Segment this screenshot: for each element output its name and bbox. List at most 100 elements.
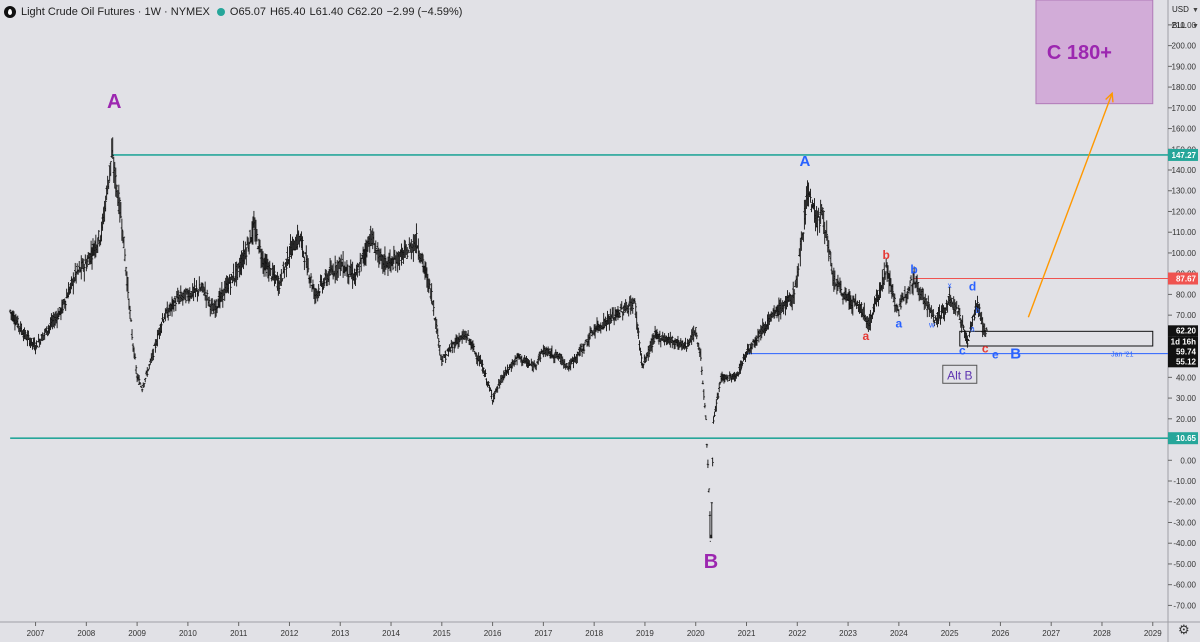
wave-label: a xyxy=(970,325,975,334)
time-tick-label: 2011 xyxy=(230,629,248,638)
level-price-tag xyxy=(1168,432,1198,445)
time-tick-label: 2010 xyxy=(179,629,197,638)
ohlc-low: L61.40 xyxy=(309,6,344,18)
wave-label: B xyxy=(704,551,718,573)
wave-label: c xyxy=(959,344,966,358)
target-zone-box xyxy=(1035,0,1154,105)
current-price-tag-label: 1d 16h xyxy=(1171,337,1196,346)
chevron-down-icon: ▼ xyxy=(1192,7,1199,14)
price-tick-label: -30.00 xyxy=(1173,518,1196,527)
time-tick-label: 2012 xyxy=(281,629,299,638)
time-tick-label: 2008 xyxy=(77,629,95,638)
price-tick-label: 210.00 xyxy=(1172,21,1197,30)
price-tick-label: -40.00 xyxy=(1173,539,1196,548)
time-tick-label: 2021 xyxy=(738,629,756,638)
level-price-tag-label: 147.27 xyxy=(1172,151,1197,160)
price-tick-label: 200.00 xyxy=(1172,42,1197,51)
ohlc-high: H65.40 xyxy=(269,6,306,18)
price-tick-label: 30.00 xyxy=(1176,394,1197,403)
price-tick-label: 180.00 xyxy=(1172,83,1197,92)
current-price-tag-label: 62.20 xyxy=(1176,326,1197,335)
time-tick-label: 2009 xyxy=(128,629,146,638)
level-price-tag-label: 10.65 xyxy=(1176,434,1197,443)
price-tick-label: 70.00 xyxy=(1176,311,1197,320)
current-price-tag xyxy=(1168,336,1198,348)
ohlc-change: −2.99 (−4.59%) xyxy=(386,6,463,18)
symbol-title[interactable]: Light Crude Oil Futures · 1W · NYMEX xyxy=(21,6,210,18)
level-price-tag xyxy=(1168,272,1198,285)
price-tick-label: 140.00 xyxy=(1172,166,1197,175)
ohlc-close: C62.20 xyxy=(347,6,383,18)
projection-arrow-line xyxy=(1027,93,1113,318)
wave-label: b xyxy=(882,248,889,262)
price-tick-label: 100.00 xyxy=(1172,249,1197,258)
market-status-dot-icon xyxy=(216,8,225,16)
time-tick-label: 2027 xyxy=(1042,629,1060,638)
wave-label: a xyxy=(896,317,903,331)
oil-drop-icon[interactable] xyxy=(4,6,16,18)
wave-label: A xyxy=(107,91,121,113)
price-tick-label: 170.00 xyxy=(1172,104,1197,113)
target-zone-label: C 180+ xyxy=(1047,42,1112,64)
price-tick-label: 40.00 xyxy=(1176,373,1197,382)
wave-label: A xyxy=(799,153,810,170)
level-price-tag xyxy=(1168,148,1198,161)
price-tick-label: -60.00 xyxy=(1173,581,1196,590)
time-tick-label: 2028 xyxy=(1093,629,1111,638)
price-tick-label: -50.00 xyxy=(1173,560,1196,569)
time-tick-label: 2015 xyxy=(433,629,451,638)
time-tick-label: 2016 xyxy=(484,629,502,638)
current-price-tag-label: 55.12 xyxy=(1176,357,1197,366)
wave-label: w xyxy=(928,321,935,330)
time-tick-label: 2014 xyxy=(382,629,400,638)
alt-b-label: Alt B xyxy=(947,368,972,382)
time-tick-label: 2020 xyxy=(687,629,705,638)
wave-label: B xyxy=(1010,346,1021,363)
price-tick-label: -10.00 xyxy=(1173,477,1196,486)
wave-label: c xyxy=(982,341,989,355)
current-price-tag-label: 59.74 xyxy=(1176,347,1197,356)
price-tick-label: 0.00 xyxy=(1180,456,1196,465)
time-tick-label: 2019 xyxy=(636,629,654,638)
time-tick-label: 2026 xyxy=(992,629,1010,638)
current-range-box xyxy=(959,330,1154,347)
wave-label: e xyxy=(992,348,999,362)
time-tick-label: 2013 xyxy=(331,629,349,638)
price-tick-label: 190.00 xyxy=(1172,62,1197,71)
time-tick-label: 2007 xyxy=(27,629,45,638)
wave-label: x xyxy=(948,281,952,290)
current-price-tag xyxy=(1168,356,1198,368)
candles-group xyxy=(8,137,988,542)
measure-unit-select[interactable]: BLL xyxy=(1172,21,1187,30)
currency-unit-select[interactable]: USD xyxy=(1172,5,1189,14)
time-tick-label: 2022 xyxy=(788,629,806,638)
time-tick-label: 2018 xyxy=(585,629,603,638)
price-tick-label: -70.00 xyxy=(1173,601,1196,610)
time-tick-label: 2029 xyxy=(1144,629,1162,638)
level-price-tag-label: 87.67 xyxy=(1176,275,1197,284)
wave-label: d xyxy=(969,279,976,293)
current-price-tag xyxy=(1168,346,1198,358)
price-tick-label: 120.00 xyxy=(1172,207,1197,216)
level-note-label: Jan '21 xyxy=(1111,352,1133,359)
price-tick-label: -20.00 xyxy=(1173,498,1196,507)
ohlc-open: O65.07 xyxy=(229,6,266,18)
price-tick-label: 160.00 xyxy=(1172,125,1197,134)
alt-b-box xyxy=(942,364,978,384)
chevron-down-icon: ▼ xyxy=(1192,23,1199,30)
wave-label: b xyxy=(910,263,917,277)
time-tick-label: 2017 xyxy=(534,629,552,638)
time-tick-label: 2023 xyxy=(839,629,857,638)
wave-label: b xyxy=(975,306,980,315)
time-tick-label: 2025 xyxy=(941,629,959,638)
price-tick-label: 20.00 xyxy=(1176,415,1197,424)
price-tick-label: 130.00 xyxy=(1172,187,1197,196)
gear-icon[interactable]: ⚙ xyxy=(1178,622,1190,637)
price-tick-label: 110.00 xyxy=(1172,228,1196,237)
wave-label: a xyxy=(862,329,869,343)
chart-header: Light Crude Oil Futures · 1W · NYMEX O65… xyxy=(4,4,462,20)
price-tick-label: 80.00 xyxy=(1176,290,1197,299)
current-price-tag xyxy=(1168,325,1198,337)
